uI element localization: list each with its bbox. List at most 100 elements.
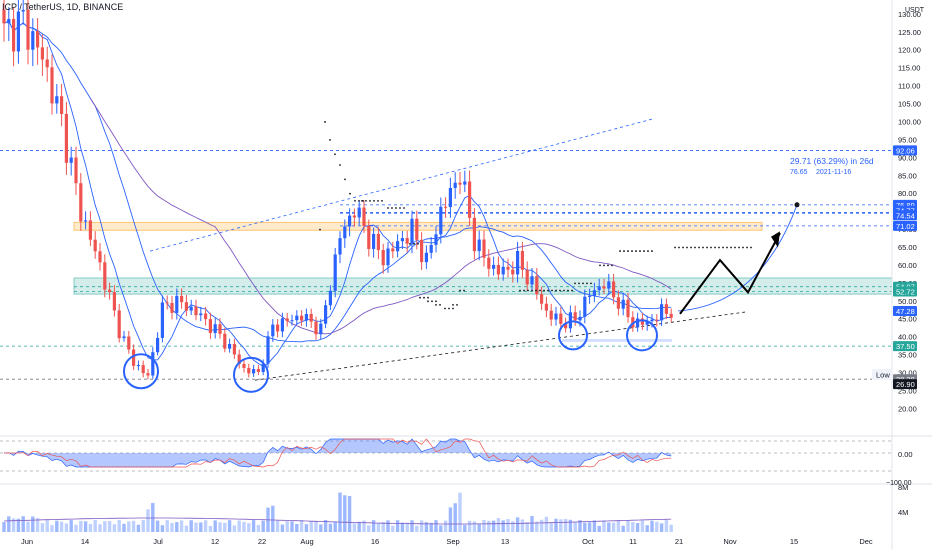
volume-bar: [223, 522, 227, 532]
volume-bar: [88, 523, 93, 532]
candle: [112, 292, 116, 311]
osc-signal: [4, 438, 672, 468]
candle: [21, 9, 25, 12]
dot: [334, 153, 336, 156]
volume-bar: [371, 520, 376, 532]
volume-bar: [304, 524, 309, 532]
price-tick: 100.00: [898, 117, 921, 126]
candle: [194, 306, 198, 316]
price-tag-label: 26.90: [896, 380, 915, 389]
dot: [519, 289, 521, 292]
trend-lines: [149, 117, 746, 381]
candle: [156, 337, 160, 353]
candle: [492, 264, 496, 269]
volume-bar: [400, 522, 405, 532]
volume-bar: [443, 520, 448, 532]
osc-zero-label: 0.00: [898, 450, 913, 459]
volume-bar: [525, 522, 529, 532]
candle: [405, 238, 409, 244]
volume-ma: [3, 517, 672, 525]
candle: [496, 264, 500, 275]
volume-bar: [506, 519, 510, 532]
volume-bar: [477, 523, 481, 532]
candle: [319, 323, 323, 335]
dot: [373, 199, 375, 202]
dot: [559, 289, 561, 292]
price-tick: 35.00: [898, 351, 917, 360]
time-tick: 13: [501, 537, 509, 546]
vol-label-4m: 4M: [898, 508, 908, 517]
price-axis: 20.0025.0030.0035.0040.0045.0050.0055.00…: [891, 0, 921, 550]
candle: [525, 269, 529, 285]
volume-bar: [544, 516, 549, 532]
candle: [535, 276, 539, 295]
candle: [232, 344, 236, 355]
symbol-title: ICP / TetherUS, 1D, BINANCE: [2, 2, 124, 12]
time-tick: Jul: [153, 537, 163, 546]
volume-bar: [554, 518, 558, 532]
dot: [590, 282, 592, 285]
dot: [698, 246, 700, 249]
osc-fill: [4, 439, 672, 467]
candle: [487, 257, 491, 269]
candle: [386, 248, 390, 266]
price-tag: [893, 379, 917, 390]
volume-bar: [487, 520, 491, 532]
volume-bar: [578, 520, 582, 532]
dot: [718, 246, 720, 249]
dot: [567, 289, 569, 292]
dot: [643, 250, 645, 252]
dot: [730, 246, 732, 249]
volume-bar: [391, 525, 395, 532]
candle: [160, 302, 164, 338]
dot: [647, 250, 649, 252]
candle: [40, 47, 44, 60]
candle: [7, 18, 11, 24]
candle: [247, 367, 251, 374]
volume-bar: [83, 521, 88, 532]
candle: [592, 290, 596, 296]
volume-panel: [0, 483, 932, 532]
candle: [165, 302, 169, 304]
candle: [84, 220, 88, 222]
volume-bar: [626, 520, 630, 532]
candle: [664, 304, 668, 314]
dot: [419, 296, 421, 299]
candle: [415, 218, 419, 240]
volume-bar: [323, 520, 328, 532]
candle: [583, 296, 587, 317]
dot: [369, 199, 371, 202]
volume-bar: [112, 524, 117, 532]
candle: [540, 294, 544, 304]
price-tick: 110.00: [898, 82, 920, 91]
price-tag: [893, 210, 917, 221]
dot: [463, 289, 465, 292]
low-label: Low: [876, 371, 890, 380]
candle: [564, 323, 568, 329]
candle: [108, 289, 112, 293]
volume-bar: [242, 521, 246, 532]
candle: [338, 238, 342, 255]
dot: [746, 246, 748, 249]
candle: [31, 31, 35, 50]
volume-bar: [213, 520, 217, 532]
volume-bar: [664, 520, 669, 532]
time-tick: 22: [258, 537, 266, 546]
candle: [146, 373, 150, 376]
price-tag: [893, 306, 917, 317]
projection-price: 76.65: [790, 169, 808, 176]
candle: [304, 313, 308, 321]
dot: [734, 246, 736, 249]
dot: [329, 138, 331, 141]
volume-bar: [285, 520, 289, 532]
osc-neg-label: −100.00: [886, 480, 912, 487]
volume-bar: [607, 522, 611, 532]
volume-bar: [659, 523, 664, 532]
price-tag-label: 92.06: [896, 146, 915, 155]
price-tick: 65.00: [898, 243, 917, 252]
volume-bar: [559, 519, 563, 532]
price-tick: 50.00: [898, 297, 917, 306]
candle: [626, 299, 630, 318]
volume-bar: [405, 522, 409, 532]
